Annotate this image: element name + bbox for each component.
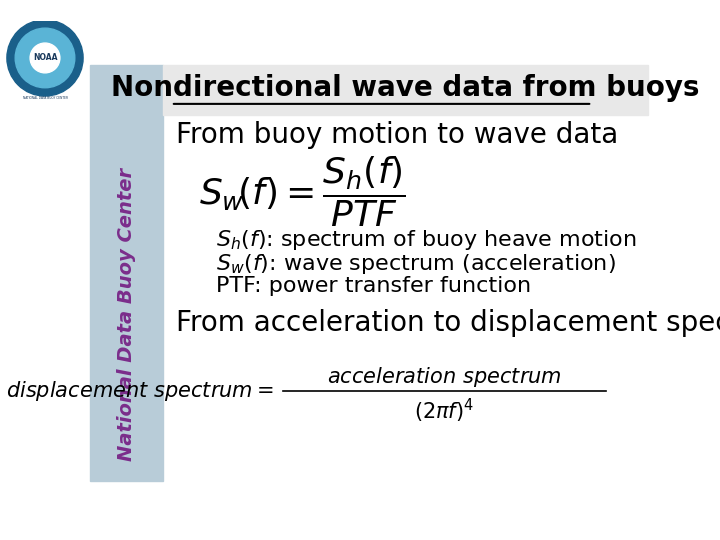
Text: NOAA: NOAA [32, 53, 58, 63]
Text: $\left(2\pi f\right)^{4}$: $\left(2\pi f\right)^{4}$ [414, 397, 474, 425]
Text: $S_h(f)$: spectrum of buoy heave motion: $S_h(f)$: spectrum of buoy heave motion [215, 228, 636, 252]
Text: National Data Buoy Center: National Data Buoy Center [117, 168, 136, 461]
Text: Nondirectional wave data from buoys: Nondirectional wave data from buoys [111, 74, 700, 102]
Text: PTF: power transfer function: PTF: power transfer function [215, 276, 531, 296]
Text: From buoy motion to wave data: From buoy motion to wave data [176, 122, 618, 150]
Bar [90, 65, 163, 481]
Bar [163, 65, 648, 114]
Circle shape [7, 20, 83, 96]
Text: NATIONAL DATA BUOY CENTER: NATIONAL DATA BUOY CENTER [22, 96, 68, 100]
Text: $\mathit{acceleration\ spectrum}$: $\mathit{acceleration\ spectrum}$ [327, 366, 562, 389]
Circle shape [30, 43, 60, 73]
Text: $\mathit{displacement\ spectrum} =$: $\mathit{displacement\ spectrum} =$ [6, 379, 274, 403]
Text: $S_w(f)$: wave spectrum (acceleration): $S_w(f)$: wave spectrum (acceleration) [215, 252, 616, 275]
Circle shape [15, 28, 75, 88]
Text: From acceleration to displacement spectra: From acceleration to displacement spectr… [176, 308, 720, 336]
Text: $S_w\!\left(f\right) = \dfrac{S_h(f)}{PTF}$: $S_w\!\left(f\right) = \dfrac{S_h(f)}{PT… [199, 154, 405, 229]
